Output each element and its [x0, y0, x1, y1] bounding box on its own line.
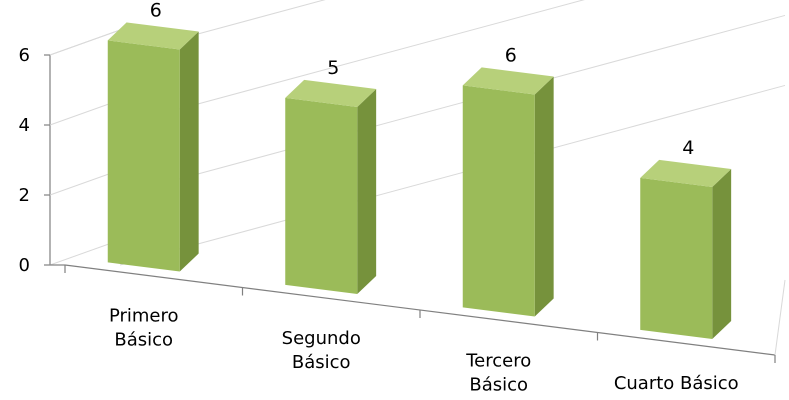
- bar-top: [285, 79, 377, 108]
- x-tick-label-line: Primero: [109, 305, 179, 326]
- bar-front: [640, 177, 713, 340]
- bar-side: [712, 169, 732, 340]
- bar: [640, 159, 732, 340]
- data-label: 6: [505, 44, 517, 66]
- bar-side: [534, 76, 554, 317]
- bar: [462, 67, 554, 317]
- bar-side: [357, 89, 377, 295]
- x-tick-label: Primero Básico: [109, 305, 179, 350]
- y-tick-label: 4: [19, 115, 30, 136]
- x-tick-label-line: Básico: [114, 329, 173, 350]
- side-gridline: [49, 29, 121, 56]
- data-label: 4: [682, 137, 694, 159]
- labels: 0 2 4 6 6 Primero Básico 5 Segundo Básico 6 Tercero…: [19, 0, 739, 395]
- bar-side: [179, 31, 199, 272]
- x-tick-label-line: Básico: [292, 352, 351, 373]
- y-tick-label: 2: [19, 185, 30, 206]
- x-tick-label: Tercero Básico: [465, 350, 531, 395]
- bar-front: [462, 85, 535, 317]
- bar-front: [285, 97, 358, 295]
- y-tick-label: 6: [19, 45, 30, 66]
- data-label: 5: [327, 57, 339, 79]
- gridline: [119, 0, 326, 56]
- bars: [107, 22, 732, 340]
- bar: [285, 79, 377, 295]
- bar-top: [640, 159, 732, 188]
- x-tick-label-line: Cuarto Básico: [614, 373, 739, 394]
- x-tick-label-line: Tercero: [465, 350, 531, 371]
- bar: [107, 22, 199, 272]
- x-tick-label-line: Básico: [469, 374, 528, 395]
- bar-top: [462, 67, 554, 95]
- bar-front: [107, 40, 180, 272]
- data-label: 6: [150, 0, 162, 21]
- axes: [44, 29, 786, 363]
- y-tick-label: 0: [19, 255, 30, 276]
- x-tick-label-line: Segundo: [282, 328, 361, 349]
- gridline: [119, 0, 585, 126]
- x-tick-label: Segundo Básico: [282, 328, 361, 373]
- x-tick-label: Cuarto Básico: [614, 373, 739, 394]
- gridline: [119, 14, 786, 196]
- gridlines: [119, 0, 786, 266]
- bar-top: [107, 22, 199, 50]
- gridline: [119, 84, 786, 266]
- floor-right-edge: [774, 279, 786, 356]
